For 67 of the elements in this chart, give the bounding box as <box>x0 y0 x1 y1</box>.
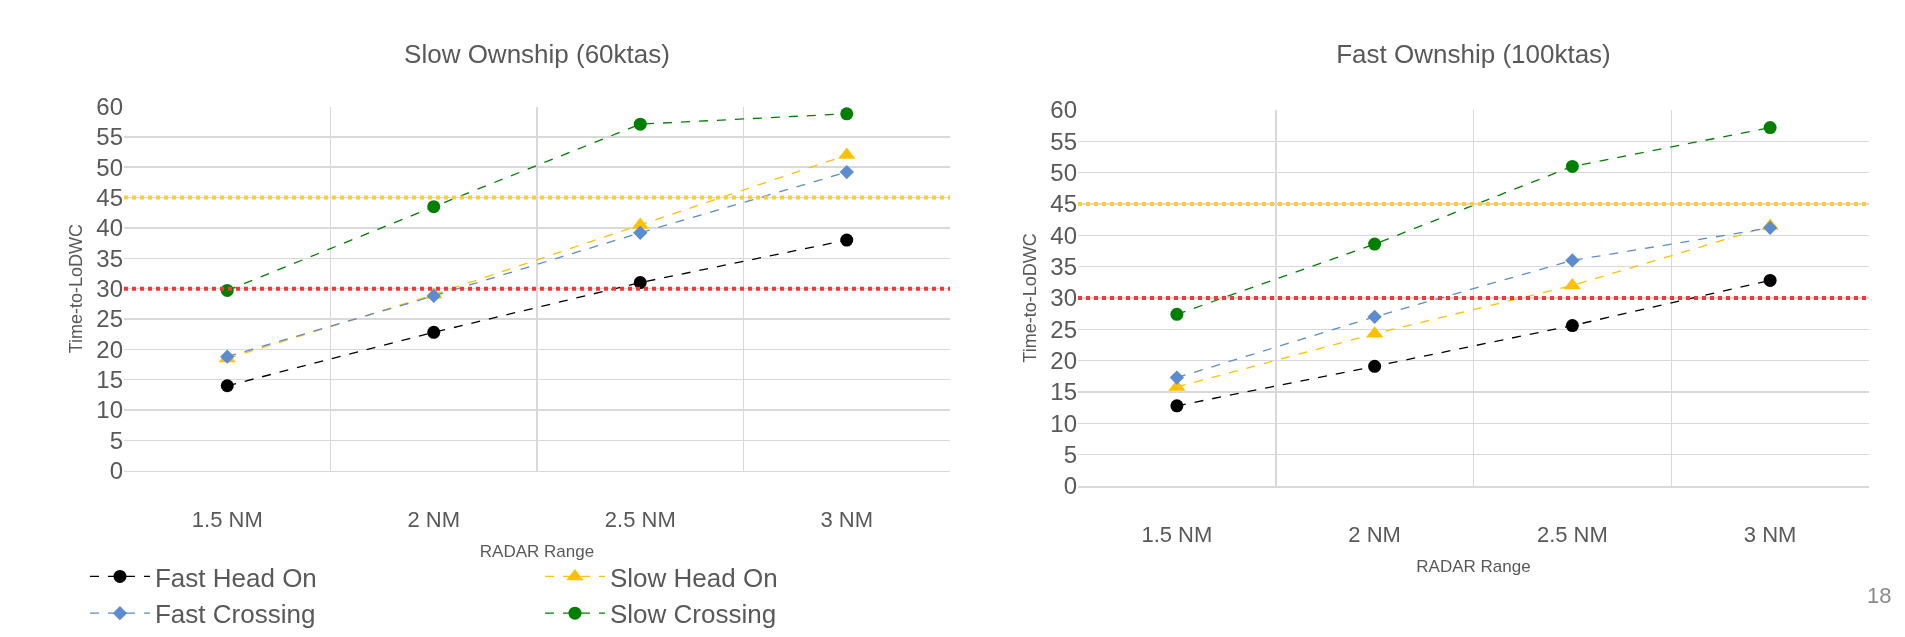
y-tick-label: 5 <box>1063 441 1077 469</box>
y-tick-label: 50 <box>1050 159 1077 187</box>
point <box>840 233 854 247</box>
point <box>839 164 854 180</box>
x-axis-title: RADAR Range <box>479 541 595 561</box>
point <box>1762 220 1778 235</box>
point <box>1565 159 1579 173</box>
x-tick-label: 1.5 NM <box>1141 521 1213 547</box>
y-tick-label: 20 <box>96 335 123 363</box>
point <box>426 288 441 304</box>
y-axis-title: Time-to-LoDWC <box>1020 233 1041 363</box>
legend-label: Slow Head On <box>609 562 778 593</box>
y-tick-label: 60 <box>96 92 123 120</box>
y-axis-title: Time-to-LoDWC <box>66 223 87 354</box>
point <box>1169 370 1185 385</box>
x-tick-label: 2 NM <box>407 506 461 532</box>
chart-title: Fast Ownship (100ktas) <box>1336 39 1611 70</box>
x-tick-label: 3 NM <box>820 506 874 532</box>
x-tick-label: 2 NM <box>1348 521 1401 547</box>
point <box>1763 273 1777 287</box>
y-tick-label: 35 <box>1050 253 1077 281</box>
y-tick-label: 0 <box>1063 472 1077 500</box>
y-tick-label: 30 <box>96 275 123 303</box>
y-tick-label: 45 <box>1050 190 1077 218</box>
y-tick-label: 20 <box>1050 347 1077 375</box>
point <box>1368 237 1382 251</box>
point <box>427 200 441 214</box>
point <box>1367 309 1382 324</box>
y-tick-label: 25 <box>96 305 123 333</box>
y-tick-label: 15 <box>1050 378 1077 406</box>
legend-label: Fast Crossing <box>154 599 316 630</box>
y-tick-label: 40 <box>96 214 123 242</box>
point <box>1565 253 1580 268</box>
legend-label: Fast Head On <box>154 562 317 593</box>
y-tick-label: 45 <box>96 184 123 211</box>
x-tick-label: 2.5 NM <box>1536 521 1608 547</box>
point <box>427 325 441 339</box>
y-tick-label: 25 <box>1050 315 1077 343</box>
point <box>1565 319 1579 333</box>
y-tick-label: 60 <box>1050 96 1077 124</box>
x-tick-label: 3 NM <box>1743 521 1797 547</box>
point <box>840 107 854 121</box>
point <box>633 225 648 240</box>
y-tick-label: 5 <box>109 426 123 454</box>
point <box>633 117 647 131</box>
text: 18 <box>1867 583 1892 608</box>
point <box>1368 359 1382 373</box>
x-axis-title: RADAR Range <box>1416 557 1531 577</box>
y-tick-label: 40 <box>1050 221 1077 249</box>
x-tick-label: 1.5 NM <box>191 506 263 532</box>
legend-label: Slow Crossing <box>609 599 777 630</box>
point <box>1170 399 1184 413</box>
y-tick-label: 0 <box>109 457 123 485</box>
y-tick-label: 15 <box>96 366 123 394</box>
point <box>220 379 234 393</box>
y-tick-label: 50 <box>96 153 123 181</box>
chart-title: Slow Ownship (60ktas) <box>404 39 670 70</box>
point <box>1170 307 1184 321</box>
y-tick-label: 55 <box>96 123 123 151</box>
point <box>1763 121 1777 135</box>
y-tick-label: 55 <box>1050 127 1077 155</box>
y-tick-label: 10 <box>1050 409 1077 437</box>
y-tick-label: 35 <box>96 244 123 272</box>
x-tick-label: 2.5 NM <box>604 506 676 532</box>
point <box>633 276 647 290</box>
y-tick-label: 30 <box>1050 284 1077 312</box>
y-tick-label: 10 <box>96 396 123 424</box>
